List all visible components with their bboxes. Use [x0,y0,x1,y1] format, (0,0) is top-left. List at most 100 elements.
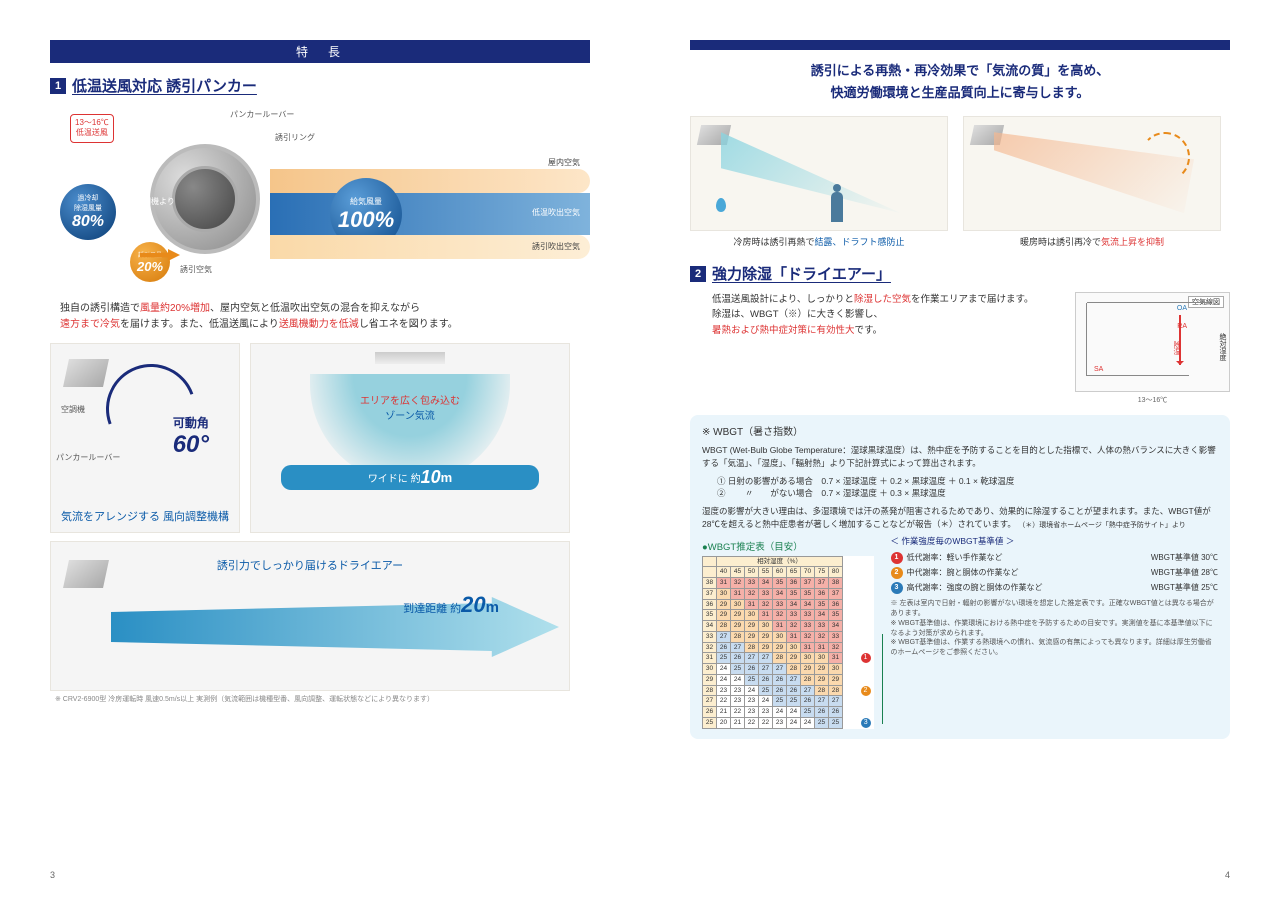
blue-bar-right [690,40,1230,50]
wbgt-note: 湿度の影響が大きい理由は、多湿環境では汗の蒸発が阻害されるためであり、効果的に除… [702,505,1218,531]
wbgt-desc: WBGT (Wet-Bulb Globe Temperature：湿球黒球温度）… [702,444,1218,470]
droplet-icon [716,198,726,212]
hc-b: 気流上昇を抑制 [1101,237,1164,247]
legend-title: ＜ 作業強度毎のWBGT基準値 ＞ [891,535,1219,548]
psychro-oa: OA [1177,305,1187,312]
callout-ring: 誘引リング [275,132,315,143]
page-num-left: 3 [50,870,55,880]
cc-a: 冷房時は誘引再熱で [733,237,814,247]
panel-cool: 冷房時は誘引再熱で結露、ドラフト感防止 [690,116,948,248]
desc-1: 独自の誘引構造で風量約20%増加、屋内空気と低温吹出空気の混合を抑えながら 遠方… [60,301,580,333]
psychro-chart: 空気線図 OA RA 除湿 SA 絶対湿度 [1075,292,1230,392]
lead-text: 誘引による再熱・再冷効果で「気流の質」を高め、 快適労働環境と生産品質向上に寄与… [690,60,1230,104]
d2d: し省エネを図ります。 [359,319,458,330]
reach-prefix: 到達距離 約 [403,603,461,615]
s2t4: 除湿は、WBGT（※）に大きく影響し、 [712,309,883,320]
badge-temp-l2: 低温送風 [75,128,109,138]
legend-circle-2: 2 [891,567,903,579]
callout-ac: 空調機より [135,196,175,207]
label-low-air: 低温吹出空気 [532,207,580,218]
two-panel: 冷房時は誘引再熱で結露、ドラフト感防止 暖房時は誘引再冷で気流上昇を抑制 [690,116,1230,248]
lead-2: 快適労働環境と生産品質向上に寄与します。 [831,85,1090,100]
s2t3: を作業エリアまで届けます。 [911,294,1034,305]
psychro-ra: RA [1177,323,1187,330]
vertical-separator [882,634,883,724]
cool-caption: 冷房時は誘引再熱で結露、ドラフト感防止 [690,235,948,248]
heat-caption: 暖房時は誘引再冷で気流上昇を抑制 [963,235,1221,248]
wbgt-box: ※ WBGT（暑さ指数） WBGT (Wet-Bulb Globe Temper… [690,415,1230,739]
z2: ゾーン気流 [385,411,435,422]
footnote-1: ※ CRV2-6900型 冷房運転時 風速0.5m/s以上 実測例（気流範囲は機… [50,694,590,704]
psychro-dehum: 除湿 [1171,341,1181,355]
reach-value: 20 [461,592,485,617]
s2t6: です。 [855,325,883,336]
diagram-bunker: 給気風量 100% 屋内空気 低温吹出空気 誘引吹出空気 13〜16℃ 低温送風… [50,104,590,289]
panel-heat: 暖房時は誘引再冷で気流上昇を抑制 [963,116,1221,248]
page-num-right: 4 [1225,870,1230,880]
psychro-cap: 13〜16℃ [1075,395,1230,405]
d2a: 遠方まで冷気 [60,319,120,330]
device-inner [172,166,238,232]
d2b: を届けます。また、低温送風により [120,319,279,330]
panel-angle: 空調機 パンカールーバー 可動角 60° 気流をアレンジする 風向調整機構 [50,343,240,533]
section-1-text: 低温送風対応 誘引パンカー [72,75,257,96]
legend-row-3: 3 高代謝率：強度の腕と胴体の作業など WBGT基準値 25℃ [891,582,1219,594]
panel-cool-img [690,116,948,231]
dry-title: 誘引力でしっかり届けるドライエアー [51,557,569,573]
wbgt-formula: ① 日射の影響がある場合 0.7 × 湿球温度 ＋ 0.2 × 黒球温度 ＋ 0… [717,475,1218,501]
wbgt-cite: （＊）環境省ホームページ「熱中症予防サイト」より [1018,522,1186,529]
supply-pct: 100% [338,207,394,233]
d1c: 、屋内空気と低温吹出空気の混合を抑えながら [210,303,420,314]
badge-temp-l1: 13〜16℃ [75,118,109,128]
reach-unit: m [486,599,499,616]
supply-label: 給気風量 [350,196,382,207]
section-2-row: 低温送風設計により、しっかりと除湿した空気を作業エリアまで届けます。 除湿は、W… [690,292,1230,405]
s2t1: 低温送風設計により、しっかりと [712,294,854,305]
badge-temp: 13〜16℃ 低温送風 [70,114,114,143]
leg2-label: 中代謝率：腕と胴体の作業など [907,567,1019,579]
psychro-wrap: 空気線図 OA RA 除湿 SA 絶対湿度 13〜16℃ [1075,292,1230,405]
angle-label: 可動角 [173,414,209,431]
wide-prefix: ワイドに 約 [368,470,421,485]
panel-row-1: 空調機 パンカールーバー 可動角 60° 気流をアレンジする 風向調整機構 エリ… [50,343,590,533]
callout-louver: パンカールーバー [230,109,294,120]
reach-text: 到達距離 約20m [403,592,499,618]
panel-zone: エリアを広く包み込む ゾーン気流 ワイドに 約 10 m [250,343,570,533]
s2t5: 暑熱および熱中症対策に有効性大 [712,325,855,336]
swirl-up-icon [1140,132,1190,182]
legend-circle-3: 3 [891,582,903,594]
badge-20-pct: 20% [137,259,163,274]
leg3-val: WBGT基準値 25℃ [1151,582,1218,594]
section-2-num: 2 [690,266,706,282]
header-bar: 特 長 [50,40,590,63]
outlet-icon [375,352,445,364]
d2c: 送風機動力を低減 [279,319,359,330]
wide-value: 10 [421,467,441,488]
section-1-title: 1 低温送風対応 誘引パンカー [50,75,590,96]
wbgt-legend: ＜ 作業強度毎のWBGT基準値 ＞ 1低代謝率：軽い手作業などWBGT基準値 3… [891,535,1219,728]
leg3-label: 高代謝率：強度の腕と胴体の作業など [907,582,1043,594]
angle-value: 60° [173,431,209,459]
legend-notes: ※ 左表は室内で日射・輻射の影響がない環境を想定した推定表です。正確なWBGT値… [891,599,1219,658]
leg1-label: 低代謝率：軽い手作業など [907,552,1003,564]
legend-row-2: 2 中代謝率：腕と胴体の作業など WBGT基準値 28℃ [891,567,1219,579]
air-band: 給気風量 100% 屋内空気 低温吹出空気 誘引吹出空気 [270,169,590,259]
callout-induce: 誘引空気 [180,264,212,275]
label-induced-air: 誘引吹出空気 [532,241,580,252]
lead-1: 誘引による再熱・再冷効果で「気流の質」を高め、 [811,63,1110,78]
s2t2: 除湿した空気 [854,294,911,305]
wbgt-table-wrap: ●WBGT推定表（目安） 相対湿度（%）40455055606570758038… [702,535,874,728]
leg2-val: WBGT基準値 28℃ [1151,567,1218,579]
cool-cone [721,132,901,222]
wide-bar: ワイドに 約 10 m [281,465,539,490]
section-2-text-body: 低温送風設計により、しっかりと除湿した空気を作業エリアまで届けます。 除湿は、W… [690,292,1065,338]
person-icon [831,192,843,222]
wbgt-table-row: ●WBGT推定表（目安） 相対湿度（%）40455055606570758038… [702,535,1218,728]
air-top [270,169,590,193]
legend-row-1: 1低代謝率：軽い手作業などWBGT基準値 30℃ [891,552,1219,564]
badge-80: 過冷却 除湿風量 80% [60,184,116,240]
section-1-num: 1 [50,78,66,94]
p1-louver: パンカールーバー [56,452,120,463]
d1a: 独自の誘引構造で [60,303,140,314]
panel-dry: 誘引力でしっかり届けるドライエアー 到達距離 約20m [50,541,570,691]
